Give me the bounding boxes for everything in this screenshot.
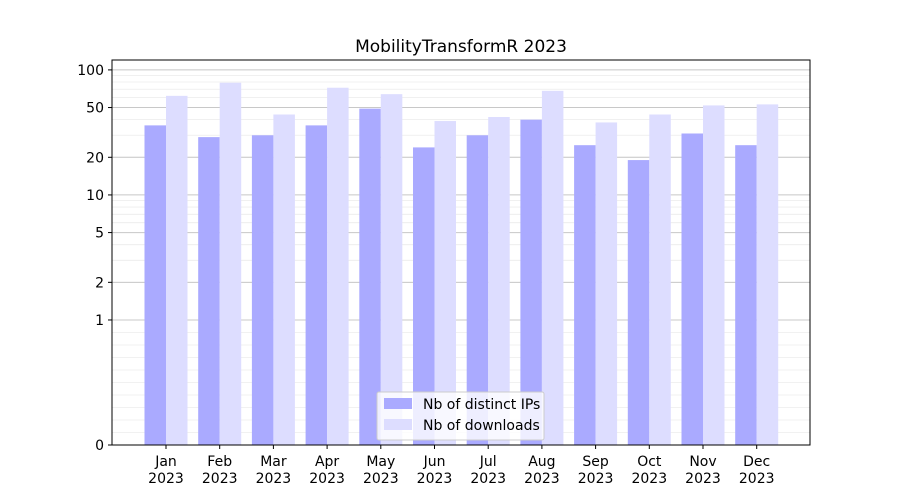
bar-distinct-ips [627,160,650,445]
bar-distinct-ips [520,119,542,446]
x-tick-label: Mar 2023 [256,454,292,487]
y-tick-label: 0 [95,438,104,454]
bar-downloads [166,95,188,446]
y-tick-label: 100 [77,63,104,79]
bar-downloads [541,90,564,446]
bar-downloads [327,87,349,445]
bar-distinct-ips [574,145,596,445]
bars [144,82,779,446]
x-tick-label: Jun 2023 [417,454,453,487]
legend-label-distinct-ips: Nb of distinct IPs [423,397,540,413]
bar-distinct-ips [198,137,220,445]
x-tick-label: Aug 2023 [524,454,560,487]
plot-frame [111,59,811,446]
chart-title: MobilityTransformR 2023 [355,37,567,57]
bar-downloads [434,121,456,446]
x-tick-label: Oct 2023 [631,454,667,487]
bar-distinct-ips [681,133,703,445]
bar-downloads [595,122,618,445]
bar-distinct-ips [251,135,274,445]
x-tick-label: Jul 2023 [470,454,506,487]
y-tick-label: 50 [86,101,104,117]
bar-distinct-ips [413,147,435,446]
x-tick-label: Feb 2023 [202,454,238,487]
bar-distinct-ips [144,125,166,445]
bar-downloads [219,82,242,445]
y-tick-label: 10 [86,188,104,204]
x-axis: Jan 2023 Feb 2023 Mar 2023 Apr 2023 May 2023 Jun 20… [148,445,775,487]
bar-downloads [756,104,779,445]
bar-distinct-ips [305,125,328,445]
bar-distinct-ips [359,108,381,445]
bar-downloads [273,114,295,445]
legend-swatch-downloads [384,419,412,430]
bar-downloads [703,105,725,446]
legend: Nb of distinct IPs Nb of downloads [376,391,545,441]
bar-distinct-ips [735,145,757,445]
y-tick-label: 20 [86,150,104,166]
y-tick-label: 2 [95,275,104,291]
legend-label-downloads: Nb of downloads [423,418,540,434]
bar-distinct-ips [466,135,489,445]
x-tick-label: Dec 2023 [739,454,775,487]
x-tick-label: Apr 2023 [309,454,345,487]
x-tick-label: Nov 2023 [685,454,721,487]
y-tick-label: 1 [95,313,104,329]
x-tick-label: Jan 2023 [148,454,184,487]
y-axis: 0 1 2 5 10 20 50 100 [77,63,112,454]
bar-downloads [380,94,403,446]
legend-box [376,391,545,441]
x-tick-label: May 2023 [363,454,399,487]
y-tick-label: 5 [95,226,104,242]
legend-swatch-distinct-ips [384,398,412,409]
x-tick-label: Sep 2023 [578,454,614,487]
bar-downloads [488,117,510,445]
bar-downloads [649,114,671,445]
